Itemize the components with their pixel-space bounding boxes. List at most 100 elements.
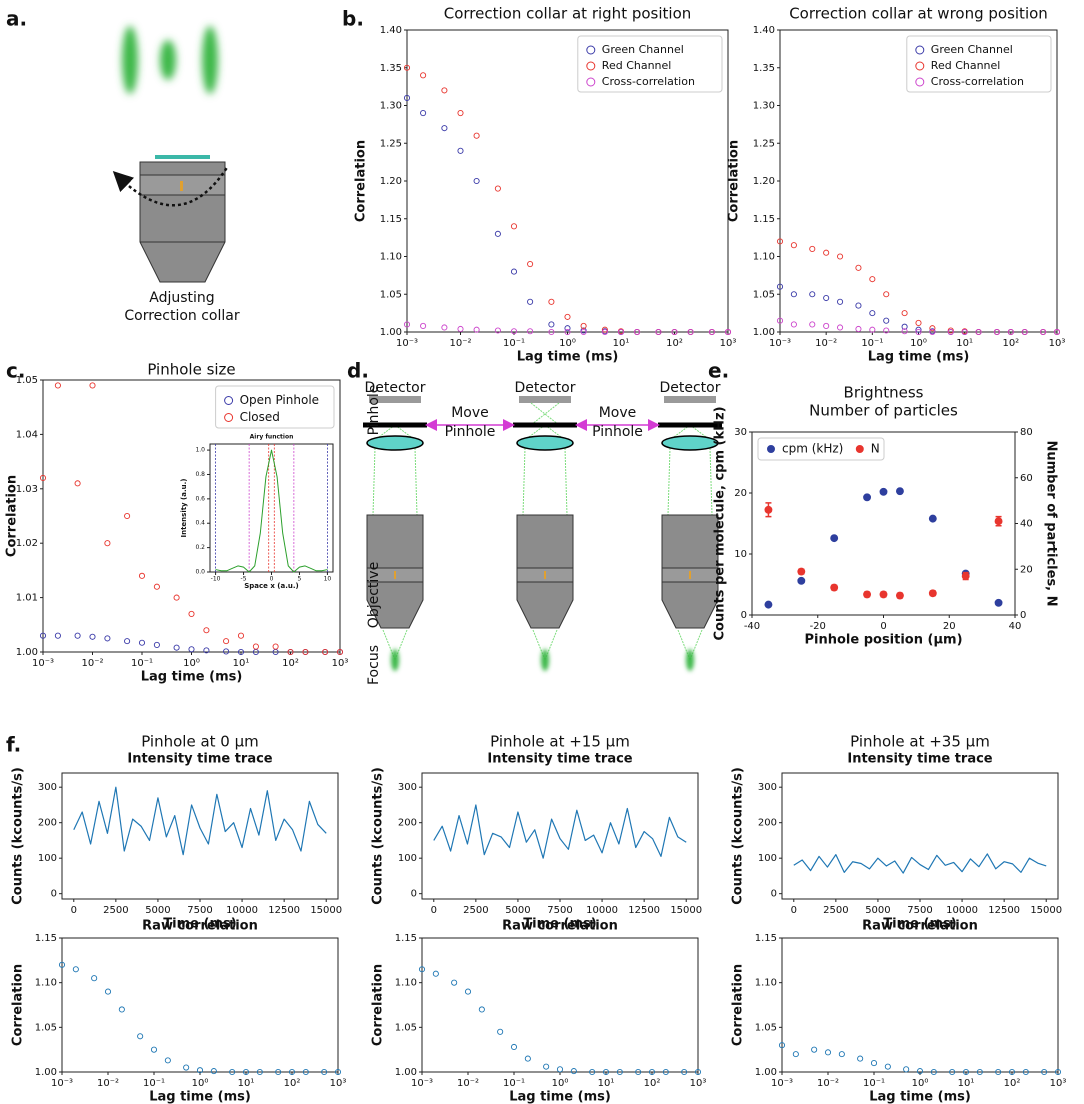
data-point bbox=[451, 979, 458, 986]
data-point bbox=[601, 328, 608, 336]
x-tick-label: 10² bbox=[644, 1078, 661, 1089]
x-tick-label: 15000 bbox=[310, 905, 342, 916]
y-axis-label: Correlation bbox=[5, 475, 20, 557]
x-tick-label: 12500 bbox=[628, 905, 660, 916]
legend-marker bbox=[915, 61, 925, 71]
caption: Adjusting bbox=[149, 290, 214, 306]
data-point bbox=[58, 961, 66, 968]
legend-box bbox=[757, 437, 885, 461]
y-tick-label: 0.0 bbox=[195, 569, 205, 576]
y-tick-label: 1.00 bbox=[755, 1067, 777, 1078]
y2-tick-label: 0 bbox=[1020, 610, 1026, 621]
data-point bbox=[441, 125, 448, 132]
data-point bbox=[183, 1064, 190, 1071]
data-point bbox=[869, 310, 876, 317]
chart-title: Raw correlation bbox=[142, 919, 258, 934]
y-tick-label: 100 bbox=[38, 853, 57, 864]
data-point bbox=[895, 591, 904, 600]
legend-label: Green Channel bbox=[931, 43, 1013, 56]
data-point bbox=[287, 648, 294, 656]
y-tick-label: 1.40 bbox=[753, 25, 775, 36]
y-axis-label: Correlation bbox=[727, 140, 742, 222]
panel-label: c. bbox=[6, 359, 25, 383]
y-tick-label: 1.15 bbox=[755, 933, 777, 944]
data-point bbox=[441, 87, 448, 94]
data-point bbox=[869, 276, 876, 283]
data-point bbox=[811, 1046, 818, 1053]
schematic-a: Adjusting Correction collar bbox=[112, 26, 240, 324]
x-tick-label: 10⁰ bbox=[192, 1078, 209, 1089]
data-point bbox=[510, 268, 518, 275]
data-point bbox=[809, 245, 816, 252]
move-label: Pinhole bbox=[592, 424, 643, 440]
chart-title: Pinhole at 0 µm bbox=[141, 733, 259, 751]
collar-mark bbox=[394, 571, 396, 579]
data-point bbox=[823, 249, 830, 256]
y-axis-label: Counts (kcounts/s) bbox=[11, 767, 26, 905]
chart-subtitle: Intensity time trace bbox=[127, 752, 272, 767]
collar-mark bbox=[689, 571, 691, 579]
chart-title: Pinhole size bbox=[147, 361, 235, 379]
data-point bbox=[473, 132, 480, 139]
data-point bbox=[883, 327, 890, 334]
x-tick-label: 0 bbox=[270, 576, 274, 583]
data-point bbox=[589, 1068, 596, 1076]
data-point bbox=[403, 94, 411, 101]
chart-title: Raw correlation bbox=[502, 919, 618, 934]
data-point bbox=[884, 1063, 891, 1070]
data-point bbox=[478, 1006, 485, 1013]
x-tick-label: 10⁻¹ bbox=[143, 1078, 165, 1089]
beam bbox=[677, 629, 703, 661]
data-point bbox=[580, 328, 587, 336]
y-tick-label: 200 bbox=[38, 818, 57, 829]
y-tick-label: 1.20 bbox=[380, 176, 402, 187]
series-line bbox=[73, 786, 327, 856]
x-tick-label: 10² bbox=[666, 338, 683, 349]
data-point bbox=[510, 328, 518, 335]
chart-title: Correction collar at right position bbox=[444, 5, 692, 23]
panel-label: b. bbox=[342, 7, 364, 31]
data-point bbox=[510, 1043, 518, 1051]
panel-label: a. bbox=[6, 7, 27, 31]
data-point bbox=[457, 325, 464, 333]
data-point bbox=[895, 487, 904, 496]
plot-area bbox=[61, 937, 339, 1073]
data-point bbox=[915, 326, 922, 333]
data-point bbox=[792, 1051, 799, 1058]
y-tick-label: 1.10 bbox=[753, 252, 775, 263]
x-tick-label: 10 bbox=[324, 576, 332, 583]
legend-marker bbox=[915, 45, 925, 55]
x-tick-label: 0 bbox=[880, 621, 886, 632]
data-point bbox=[104, 540, 111, 547]
chart-title: Airy function bbox=[250, 434, 294, 441]
data-point bbox=[564, 313, 571, 320]
data-point bbox=[830, 534, 839, 543]
x-tick-label: 10⁻² bbox=[81, 658, 103, 669]
legend-label: Green Channel bbox=[602, 43, 684, 56]
data-point bbox=[237, 632, 245, 639]
data-point bbox=[580, 322, 587, 330]
data-point bbox=[570, 1068, 577, 1075]
x-tick-label: 10³ bbox=[1050, 1078, 1067, 1089]
legend-marker bbox=[586, 45, 596, 55]
x-tick-label: 10² bbox=[284, 1078, 301, 1089]
x-tick-label: 12500 bbox=[988, 905, 1020, 916]
detector bbox=[519, 396, 571, 403]
panel-label: e. bbox=[708, 359, 729, 383]
x-tick-label: 10³ bbox=[332, 658, 349, 669]
x-axis-label: Time (ms) bbox=[523, 917, 596, 932]
y-tick-label: 1.02 bbox=[16, 538, 38, 549]
y-tick-label: 1.15 bbox=[380, 214, 402, 225]
y-tick-label: 1.05 bbox=[753, 289, 775, 300]
data-point bbox=[548, 321, 555, 328]
plot-area bbox=[751, 431, 1016, 616]
y-tick-label: 20 bbox=[734, 488, 747, 499]
data-point bbox=[527, 328, 534, 335]
data-point bbox=[322, 648, 329, 656]
plot-area bbox=[421, 937, 699, 1073]
x-tick-label: 2500 bbox=[823, 905, 848, 916]
beam bbox=[522, 424, 568, 516]
panel-label: d. bbox=[347, 359, 369, 383]
